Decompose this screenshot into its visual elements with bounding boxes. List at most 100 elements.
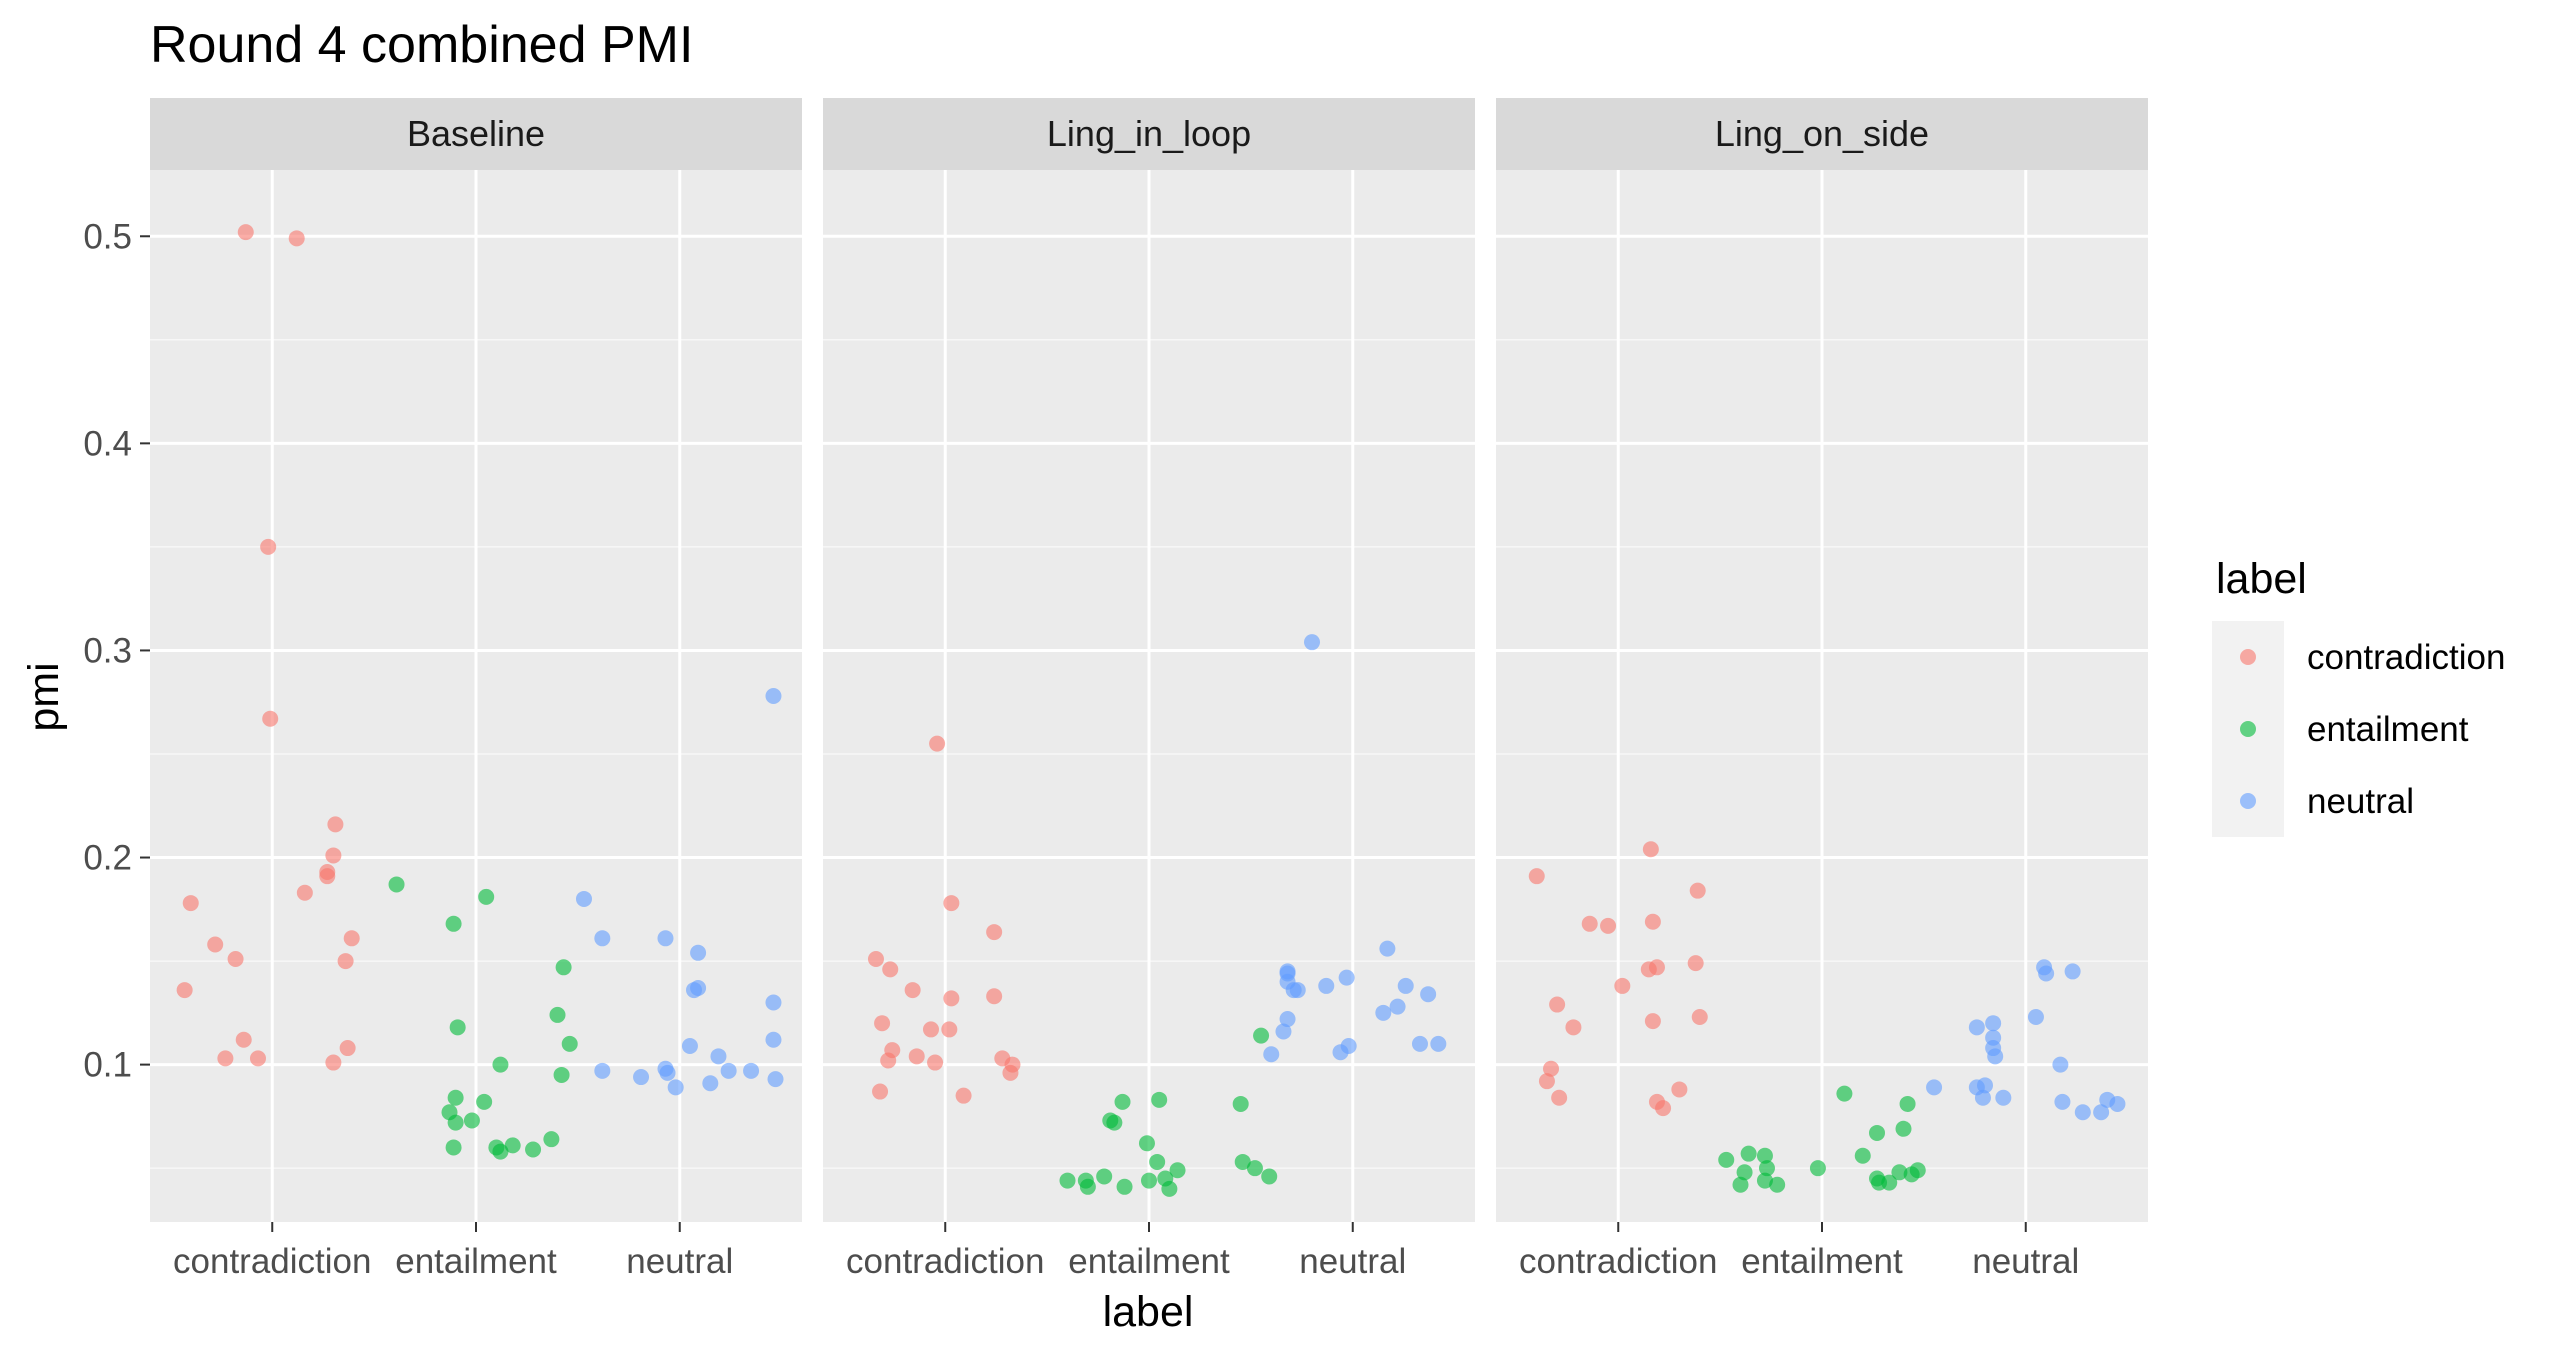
legend-symbol bbox=[2240, 793, 2256, 809]
data-point-entailment bbox=[492, 1143, 509, 1160]
legend-item-neutral: neutral bbox=[2212, 765, 2414, 837]
legend-symbol bbox=[2240, 721, 2256, 737]
series-contradiction bbox=[867, 735, 1021, 1104]
data-point-entailment bbox=[561, 1035, 578, 1052]
data-point-contradiction bbox=[207, 936, 224, 953]
data-point-contradiction bbox=[1565, 1019, 1582, 1036]
facet-strip bbox=[823, 98, 1475, 170]
data-point-entailment bbox=[445, 1139, 462, 1156]
data-point-contradiction bbox=[1614, 977, 1631, 994]
data-point-contradiction bbox=[1644, 1013, 1661, 1030]
series-entailment bbox=[1718, 1085, 1926, 1193]
data-point-entailment bbox=[1740, 1145, 1757, 1162]
data-point-neutral bbox=[594, 930, 611, 947]
data-point-contradiction bbox=[217, 1050, 234, 1067]
data-point-contradiction bbox=[339, 1040, 356, 1057]
x-tick-label: contradiction bbox=[173, 1242, 371, 1281]
legend-label: contradiction bbox=[2307, 638, 2505, 677]
data-point-entailment bbox=[445, 915, 462, 932]
data-point-neutral bbox=[2109, 1095, 2126, 1112]
data-point-contradiction bbox=[1689, 882, 1706, 899]
data-point-neutral bbox=[681, 1037, 698, 1054]
data-point-contradiction bbox=[1655, 1100, 1672, 1117]
data-point-neutral bbox=[710, 1048, 727, 1065]
data-point-neutral bbox=[2027, 1008, 2044, 1025]
y-tick-label: 0.3 bbox=[83, 631, 132, 670]
data-point-contradiction bbox=[237, 224, 254, 241]
data-point-neutral bbox=[2093, 1104, 2110, 1121]
data-point-contradiction bbox=[986, 924, 1003, 941]
data-point-entailment bbox=[1718, 1151, 1735, 1168]
data-point-contradiction bbox=[327, 816, 344, 833]
data-point-contradiction bbox=[319, 868, 336, 885]
data-point-neutral bbox=[575, 890, 592, 907]
data-point-neutral bbox=[1263, 1046, 1280, 1063]
data-point-neutral bbox=[690, 944, 707, 961]
data-point-contradiction bbox=[1691, 1008, 1708, 1025]
data-point-contradiction bbox=[1543, 1060, 1560, 1077]
data-point-entailment bbox=[1891, 1164, 1908, 1181]
data-point-contradiction bbox=[325, 847, 342, 864]
data-point-neutral bbox=[1318, 977, 1335, 994]
data-point-entailment bbox=[1909, 1162, 1926, 1179]
y-axis: 0.1 0.2 0.3 0.4 0.5 bbox=[83, 217, 150, 1085]
x-tick-label: neutral bbox=[1972, 1242, 2079, 1281]
data-point-neutral bbox=[1987, 1048, 2004, 1065]
data-point-entailment bbox=[1881, 1174, 1898, 1191]
data-point-entailment bbox=[1732, 1176, 1749, 1193]
data-point-neutral bbox=[1379, 940, 1396, 957]
data-point-entailment bbox=[1169, 1162, 1186, 1179]
data-point-neutral bbox=[1968, 1019, 1985, 1036]
x-tick-label: entailment bbox=[395, 1242, 557, 1281]
data-point-entailment bbox=[1079, 1178, 1096, 1195]
data-point-contradiction bbox=[929, 735, 946, 752]
data-point-contradiction bbox=[872, 1083, 889, 1100]
data-point-entailment bbox=[1769, 1176, 1786, 1193]
data-point-entailment bbox=[1899, 1095, 1916, 1112]
data-point-contradiction bbox=[1551, 1089, 1568, 1106]
data-point-entailment bbox=[1809, 1160, 1826, 1177]
data-point-contradiction bbox=[260, 538, 277, 555]
data-point-neutral bbox=[667, 1079, 684, 1096]
data-point-contradiction bbox=[288, 230, 305, 247]
data-point-contradiction bbox=[943, 895, 960, 912]
data-point-neutral bbox=[1375, 1004, 1392, 1021]
data-point-contradiction bbox=[262, 710, 279, 727]
data-point-contradiction bbox=[227, 951, 244, 967]
data-point-neutral bbox=[633, 1069, 650, 1086]
data-point-entailment bbox=[1758, 1160, 1775, 1177]
data-point-contradiction bbox=[1644, 913, 1661, 930]
data-point-entailment bbox=[1096, 1168, 1113, 1185]
data-point-neutral bbox=[765, 994, 782, 1011]
data-point-contradiction bbox=[1002, 1064, 1019, 1081]
legend-label: entailment bbox=[2307, 710, 2469, 749]
data-point-neutral bbox=[1926, 1079, 1943, 1096]
data-point-entailment bbox=[447, 1089, 464, 1106]
facet-strip-label: Ling_in_loop bbox=[1047, 113, 1251, 154]
data-point-neutral bbox=[2054, 1093, 2071, 1110]
legend-title: label bbox=[2216, 555, 2307, 603]
data-point-neutral bbox=[720, 1062, 737, 1079]
data-point-entailment bbox=[492, 1056, 509, 1073]
series-contradiction bbox=[176, 224, 360, 1071]
data-point-entailment bbox=[504, 1137, 521, 1154]
data-point-neutral bbox=[1389, 998, 1406, 1015]
data-point-contradiction bbox=[904, 982, 921, 999]
facet-panel-ling-in-loop: Ling_in_loop contradiction entailment neutr… bbox=[823, 98, 1475, 1281]
x-tick-label: contradiction bbox=[846, 1242, 1044, 1281]
data-point-contradiction bbox=[1671, 1081, 1688, 1098]
data-point-contradiction bbox=[1549, 996, 1566, 1013]
legend: label contradiction entailment neutral bbox=[2212, 555, 2505, 837]
data-point-entailment bbox=[1246, 1160, 1263, 1177]
data-point-contradiction bbox=[235, 1031, 252, 1048]
data-point-neutral bbox=[1974, 1089, 1991, 1106]
data-point-neutral bbox=[1340, 1037, 1357, 1054]
data-point-contradiction bbox=[986, 988, 1003, 1005]
data-point-contradiction bbox=[343, 930, 360, 947]
data-point-contradiction bbox=[296, 884, 313, 901]
data-point-contradiction bbox=[1528, 868, 1545, 885]
series-neutral bbox=[1926, 959, 2126, 1121]
data-point-neutral bbox=[1995, 1089, 2012, 1106]
